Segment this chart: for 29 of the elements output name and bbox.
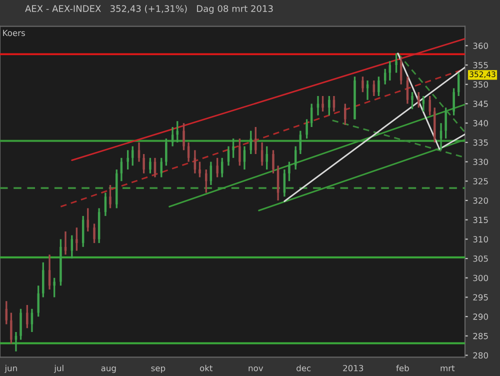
y-tick-label: 310 [473, 236, 488, 242]
y-tick-label: 325 [473, 178, 488, 184]
x-tick-label: jul [54, 364, 64, 373]
x-tick-label: nov [248, 366, 264, 372]
y-tick-label: 350 [473, 81, 488, 88]
y-tick-label: 345 [473, 100, 488, 108]
x-tick-label: dec [296, 364, 311, 372]
y-tick-label: 335 [473, 139, 488, 146]
y-tick-label: 290 [473, 314, 488, 320]
y-tick-label: 300 [473, 274, 488, 282]
x-tick-label: mrt [440, 365, 455, 372]
y-tick-label: 305 [473, 256, 488, 262]
y-tick-label: 330 [473, 158, 488, 166]
y-tick-label: 285 [473, 332, 488, 340]
x-tick-label: sep [151, 366, 166, 373]
y-tick-label: 295 [473, 294, 488, 300]
y-tick-label: 320 [473, 197, 488, 204]
y-tick-label: 360 [473, 42, 488, 49]
x-tick-label: feb [396, 364, 409, 372]
chart-title: AEX - AEX-INDEX 352,43 (+1,31%) Dag 08 mrt 2013 [25, 5, 273, 14]
x-tick-label: aug [101, 366, 116, 373]
y-tick-label: 315 [473, 216, 488, 224]
x-tick-label: jun [4, 364, 17, 373]
x-tick-label: okt [200, 364, 213, 372]
y-tick-label: 280 [473, 352, 488, 359]
y-tick-label: 355 [473, 62, 488, 68]
y-tick-label: 340 [473, 120, 488, 126]
x-tick-label: 2013 [343, 364, 364, 372]
annotation: Koers [3, 30, 25, 36]
